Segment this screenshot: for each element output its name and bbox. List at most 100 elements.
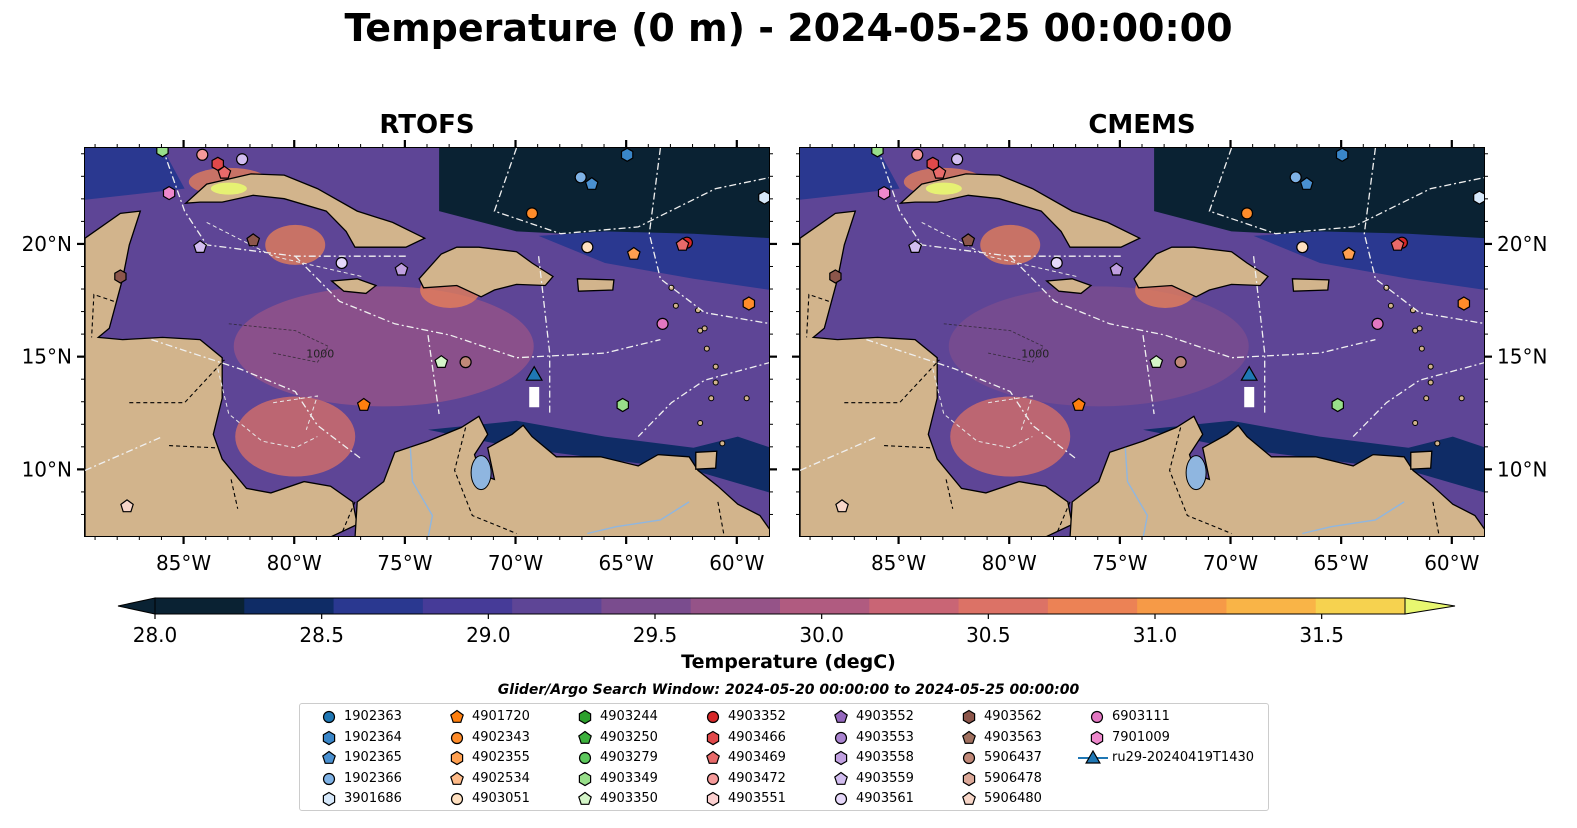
land-southAmerica xyxy=(354,415,769,536)
lon-tick-label: 80°W xyxy=(982,551,1037,575)
legend-marker-icon xyxy=(322,791,336,807)
maritime-limit xyxy=(921,221,1077,277)
colorbar-segment xyxy=(244,598,335,614)
eez-boundary xyxy=(294,255,661,359)
legend-symbol xyxy=(706,730,720,745)
land-puertoRico xyxy=(1291,278,1330,292)
eez-boundary xyxy=(151,338,362,460)
legend-symbol xyxy=(706,772,720,785)
cool-water-mid xyxy=(538,231,769,290)
legend-label: 1902364 xyxy=(344,729,402,745)
obs-marker-pentagon xyxy=(1109,262,1124,276)
search-window-text: Glider/Argo Search Window: 2024-05-20 00… xyxy=(497,682,1080,698)
legend-marker-icon xyxy=(706,750,720,764)
legend-marker-icon xyxy=(578,791,592,805)
map-content: 1000 xyxy=(85,148,769,536)
legend-label: 7901009 xyxy=(1112,729,1170,745)
glider-marker xyxy=(1240,365,1259,381)
obs-marker-hexagon xyxy=(1331,397,1345,413)
legend-symbol xyxy=(450,771,464,785)
legend-label: 5906437 xyxy=(984,750,1042,765)
island xyxy=(712,363,719,370)
river xyxy=(587,501,690,535)
obs-marker-circle xyxy=(525,207,539,220)
lon-tick-label: 80°W xyxy=(267,551,322,575)
island xyxy=(1418,345,1425,352)
contour-label: 1000 xyxy=(306,348,334,361)
legend-symbol xyxy=(834,709,848,723)
lake-maracaibo xyxy=(1185,455,1207,491)
legend-symbol xyxy=(834,771,848,785)
eez-boundary xyxy=(866,338,1077,460)
river xyxy=(1302,501,1405,535)
land-centralAmerica xyxy=(800,210,1073,536)
lon-tick-label: 70°W xyxy=(488,551,543,575)
lon-tick-label: 70°W xyxy=(1203,551,1258,575)
legend-label: 1902363 xyxy=(344,709,402,724)
warm-core xyxy=(948,286,1249,407)
island xyxy=(1387,302,1394,309)
warm-patch xyxy=(980,224,1041,265)
legend-label: 5906478 xyxy=(984,770,1042,786)
legend-label: 4903472 xyxy=(728,770,786,786)
maritime-limit xyxy=(932,368,1033,449)
land-hispaniola xyxy=(1133,246,1269,298)
obs-marker-hexagon xyxy=(877,185,891,201)
legend-label: 4903558 xyxy=(856,750,914,765)
legend-symbol xyxy=(962,730,976,744)
obs-marker-pentagon xyxy=(961,233,976,247)
legend-symbol xyxy=(322,730,336,745)
colorbar-segment xyxy=(869,598,960,614)
legend-marker-icon xyxy=(706,710,720,724)
island xyxy=(1416,325,1423,332)
obs-marker-hexagon xyxy=(742,296,756,311)
obs-marker-pentagon xyxy=(217,165,232,179)
obs-marker-hexagon xyxy=(162,185,176,201)
colorbar-segment xyxy=(512,598,602,614)
eez-boundary xyxy=(427,335,440,415)
legend-label: 1902365 xyxy=(344,750,402,765)
legend-marker-icon xyxy=(834,792,848,806)
legend-marker-icon xyxy=(322,730,336,745)
legend-marker-icon xyxy=(450,771,464,785)
island xyxy=(1383,284,1390,291)
island xyxy=(1427,379,1434,386)
legend-symbol xyxy=(962,709,976,725)
legend-marker-icon xyxy=(578,730,592,744)
obs-marker-pentagon xyxy=(193,239,208,254)
legend-symbol xyxy=(834,750,848,766)
lon-tick-label: 85°W xyxy=(871,551,926,575)
country-border xyxy=(1169,427,1232,535)
country-border xyxy=(129,359,225,404)
obs-marker-circle xyxy=(1371,317,1384,330)
obs-marker-circle xyxy=(581,241,594,254)
colorbar-tick-label: 31.0 xyxy=(1133,623,1178,647)
eez-boundary xyxy=(85,436,163,471)
legend-triangle xyxy=(1085,750,1101,764)
legend-label: 4901720 xyxy=(472,709,530,724)
legend-marker-icon xyxy=(962,771,976,786)
legend-label: 4903349 xyxy=(600,770,658,786)
lon-tick-label: 85°W xyxy=(156,551,211,575)
legend-marker-icon xyxy=(322,750,336,764)
legend-marker-icon xyxy=(834,750,848,766)
obs-marker-circle xyxy=(1296,241,1309,254)
obs-marker-pentagon xyxy=(1299,176,1314,190)
island xyxy=(708,395,715,402)
legend-symbol xyxy=(322,772,336,785)
map-rtofs: 1000 xyxy=(84,147,770,537)
colorbar-segment xyxy=(1315,598,1406,614)
legend-marker-icon xyxy=(450,709,464,723)
obs-marker-hexagon xyxy=(926,156,939,171)
land-puertoRico xyxy=(576,278,615,292)
colorbar-tick-label: 28.0 xyxy=(133,623,178,647)
lat-tick-label: 20°N xyxy=(1497,232,1547,256)
colorbar-outline xyxy=(154,597,1406,615)
island xyxy=(701,325,708,332)
eez-boundary xyxy=(493,148,769,235)
obs-marker-hexagon xyxy=(620,148,634,162)
eez-boundary xyxy=(1352,362,1484,438)
legend-glider-icon xyxy=(1078,750,1108,764)
legend-symbol xyxy=(322,750,336,764)
glider-track xyxy=(1244,386,1255,408)
